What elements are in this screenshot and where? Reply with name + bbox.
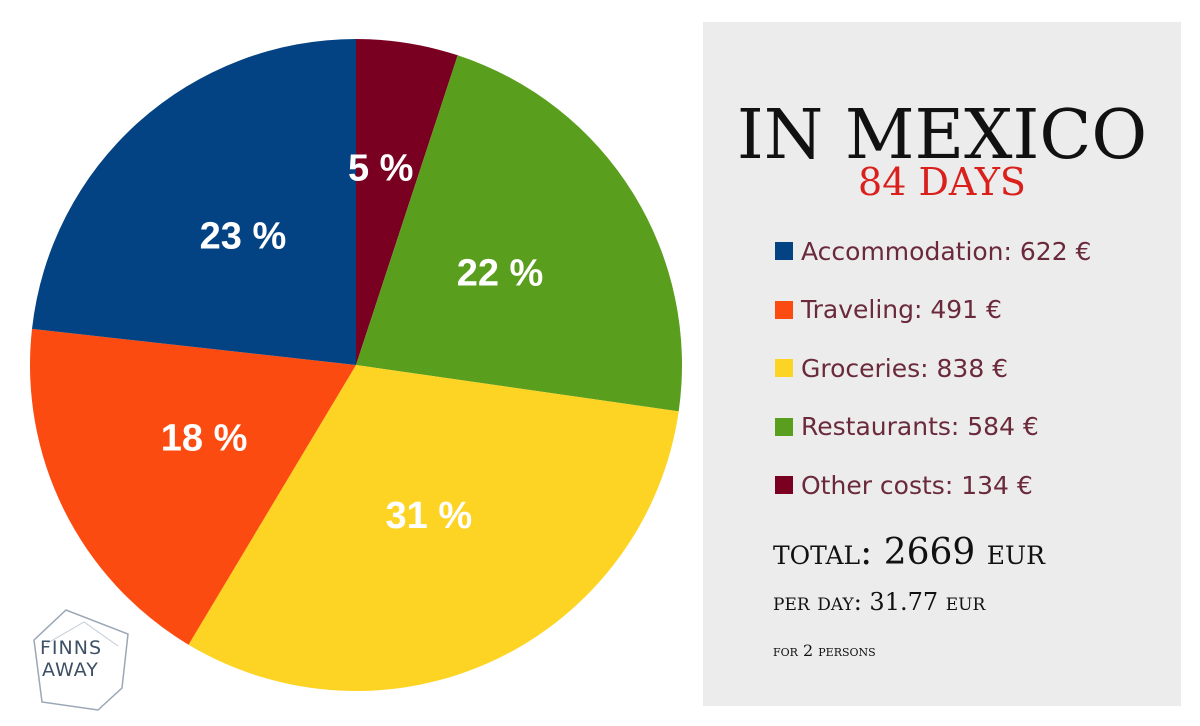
pie-slice-other-costs bbox=[356, 39, 458, 365]
legend-label: Accommodation: 622 € bbox=[801, 236, 1092, 266]
slice-label-accommodation: 23 % bbox=[200, 216, 287, 258]
legend-swatch bbox=[775, 476, 793, 495]
legend-item-other-costs: Other costs: 134 € bbox=[775, 456, 1175, 515]
logo-icon: FINNS AWAY bbox=[33, 609, 129, 711]
legend-label: Groceries: 838 € bbox=[801, 353, 1009, 383]
legend-swatch bbox=[775, 242, 793, 261]
cost-per-day: per day: 31.77 eur bbox=[773, 588, 986, 616]
legend-item-groceries: Groceries: 838 € bbox=[775, 339, 1175, 398]
panel-subtitle: 84 DAYS bbox=[858, 160, 1026, 204]
legend-swatch bbox=[775, 300, 793, 319]
slice-label-traveling: 18 % bbox=[161, 417, 248, 459]
logo-text-away: AWAY bbox=[42, 659, 99, 681]
finns-away-logo: FINNS AWAY bbox=[26, 604, 136, 712]
legend-item-restaurants: Restaurants: 584 € bbox=[775, 398, 1175, 457]
summary-panel: IN MEXICO 84 DAYS Accommodation: 622 € T… bbox=[703, 22, 1181, 706]
legend-label: Restaurants: 584 € bbox=[801, 412, 1039, 442]
pie-chart: 5 % 22 % 31 % 18 % 23 % bbox=[30, 39, 682, 691]
legend-label: Traveling: 491 € bbox=[801, 295, 1002, 325]
legend-label: Other costs: 134 € bbox=[801, 470, 1033, 500]
pie-slice-restaurants bbox=[356, 55, 682, 412]
pie-slice-groceries bbox=[188, 365, 679, 691]
slice-label-groceries: 31 % bbox=[386, 495, 473, 537]
pie-labels: 5 % 22 % 31 % 18 % 23 % bbox=[161, 148, 544, 538]
legend-swatch bbox=[775, 359, 793, 378]
total-cost: total: 2669 eur bbox=[773, 532, 1045, 573]
legend-item-traveling: Traveling: 491 € bbox=[775, 281, 1175, 340]
pie-slice-accommodation bbox=[32, 39, 356, 365]
legend-item-accommodation: Accommodation: 622 € bbox=[775, 222, 1175, 281]
legend: Accommodation: 622 € Traveling: 491 € Gr… bbox=[775, 222, 1175, 515]
pie-slices bbox=[30, 39, 682, 691]
legend-swatch bbox=[775, 417, 793, 436]
slice-label-restaurants: 22 % bbox=[457, 253, 544, 295]
slice-label-other-costs: 5 % bbox=[348, 148, 413, 190]
panel-title: IN MEXICO bbox=[736, 96, 1148, 175]
persons-note: for 2 persons bbox=[773, 641, 876, 660]
pie-slice-traveling bbox=[30, 328, 357, 645]
logo-text-finns: FINNS bbox=[40, 637, 102, 659]
